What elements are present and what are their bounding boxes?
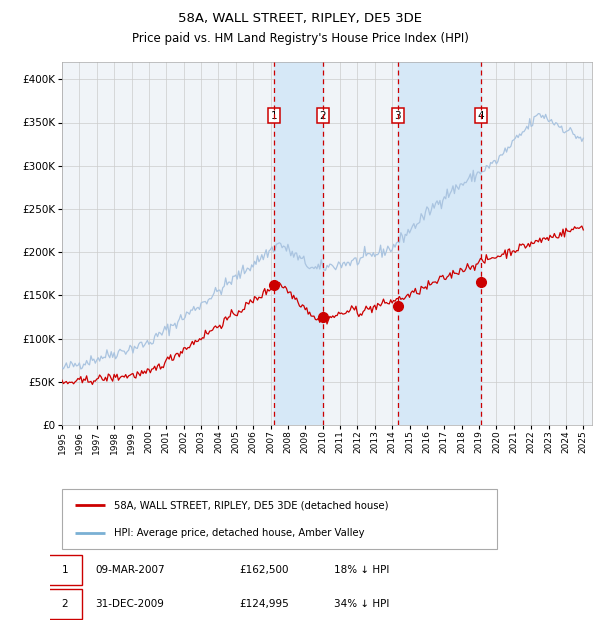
Text: 58A, WALL STREET, RIPLEY, DE5 3DE: 58A, WALL STREET, RIPLEY, DE5 3DE [178,12,422,25]
FancyBboxPatch shape [48,556,82,585]
Text: 34% ↓ HPI: 34% ↓ HPI [334,599,389,609]
Text: Price paid vs. HM Land Registry's House Price Index (HPI): Price paid vs. HM Land Registry's House … [131,32,469,45]
Text: 2: 2 [319,110,326,120]
Bar [274,62,323,425]
Text: 3: 3 [394,110,401,120]
FancyBboxPatch shape [48,590,82,619]
Text: 58A, WALL STREET, RIPLEY, DE5 3DE (detached house): 58A, WALL STREET, RIPLEY, DE5 3DE (detac… [114,500,389,510]
Text: 09-MAR-2007: 09-MAR-2007 [95,565,164,575]
Text: 1: 1 [271,110,277,120]
Text: 2: 2 [61,599,68,609]
Text: 31-DEC-2009: 31-DEC-2009 [95,599,164,609]
Text: 18% ↓ HPI: 18% ↓ HPI [334,565,389,575]
Text: 4: 4 [478,110,484,120]
Text: £162,500: £162,500 [239,565,289,575]
Text: 1: 1 [61,565,68,575]
Text: £124,995: £124,995 [239,599,289,609]
Text: HPI: Average price, detached house, Amber Valley: HPI: Average price, detached house, Ambe… [114,528,365,538]
FancyBboxPatch shape [62,489,497,549]
Bar [398,62,481,425]
